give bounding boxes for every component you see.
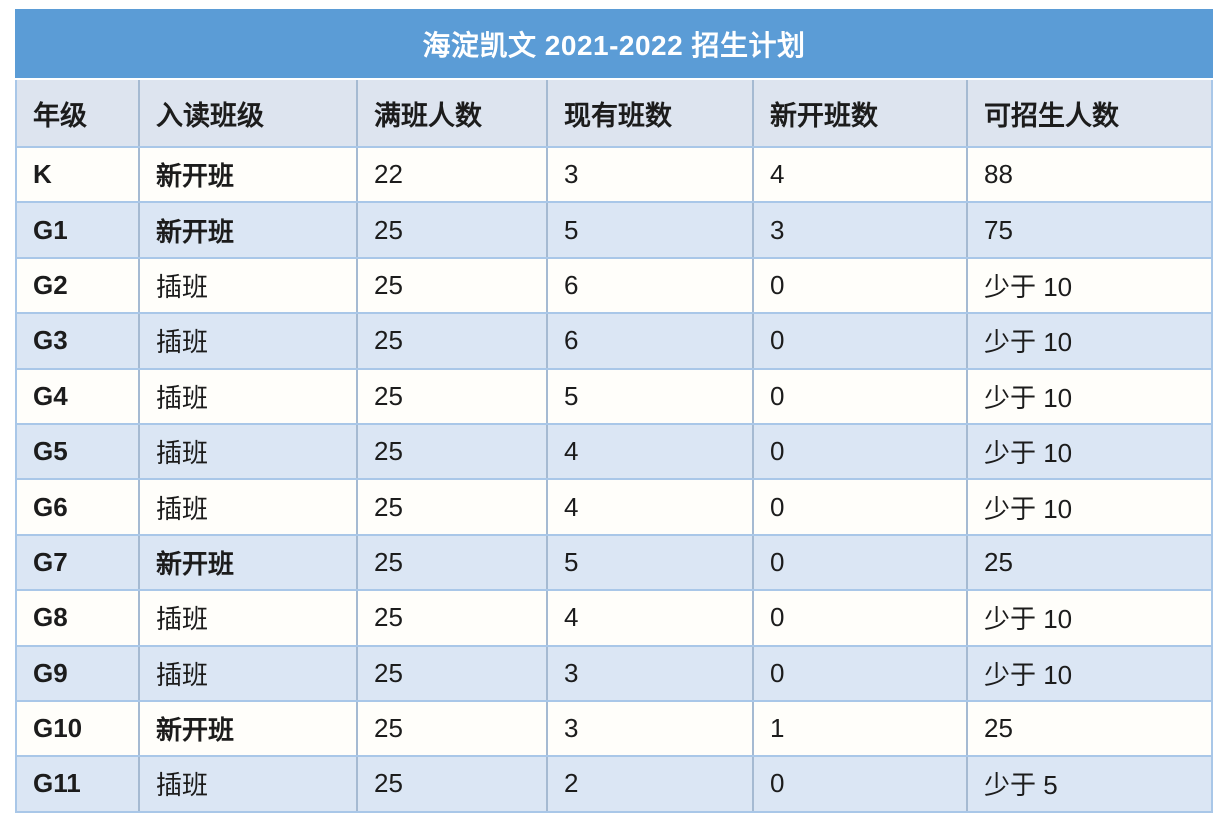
new-classes-cell: 0: [752, 757, 966, 811]
grade-cell: G6: [33, 491, 68, 522]
new-classes-cell: 0: [752, 480, 966, 534]
existing-classes-cell: 5: [546, 369, 752, 423]
existing-classes-cell: 3: [546, 148, 752, 202]
class-type-cell: 插班: [138, 314, 356, 368]
table-row: G11 插班 25 2 0 少于 5: [17, 755, 1211, 811]
table-row: G8 插班 25 4 0 少于 10: [17, 589, 1211, 645]
new-classes-cell: 0: [752, 535, 966, 590]
table-row: K 新开班 22 3 4 88: [17, 146, 1211, 202]
available-cell: 少于 10: [966, 258, 1211, 313]
enrollment-plan-table: 海淀凯文 2021-2022 招生计划 年级 入读班级 满班人数 现有班数 新开…: [15, 9, 1213, 813]
full-class-size-cell: 22: [356, 148, 546, 202]
full-class-size-cell: 25: [356, 424, 546, 479]
column-header-available: 可招生人数: [966, 80, 1211, 146]
class-type-cell: 插班: [138, 646, 356, 700]
available-cell: 少于 10: [966, 591, 1211, 645]
new-classes-cell: 0: [752, 424, 966, 479]
existing-classes-cell: 4: [546, 424, 752, 479]
grade-cell: G3: [33, 325, 68, 356]
grade-cell: G11: [33, 768, 81, 799]
full-class-size-cell: 25: [356, 646, 546, 700]
class-type-cell: 插班: [138, 424, 356, 479]
table-row: G7 新开班 25 5 0 25: [17, 533, 1211, 590]
table-row: G10 新开班 25 3 1 25: [17, 699, 1211, 756]
available-cell: 少于 10: [966, 314, 1211, 368]
existing-classes-cell: 4: [546, 480, 752, 534]
available-cell: 少于 10: [966, 369, 1211, 423]
grade-cell: G9: [33, 657, 68, 688]
available-cell: 25: [966, 701, 1211, 756]
table-row: G1 新开班 25 5 3 75: [17, 201, 1211, 257]
available-cell: 75: [966, 203, 1211, 257]
table-row: G4 插班 25 5 0 少于 10: [17, 367, 1211, 423]
full-class-size-cell: 25: [356, 757, 546, 811]
grade-cell: G1: [33, 214, 68, 245]
full-class-size-cell: 25: [356, 535, 546, 590]
table-body: K 新开班 22 3 4 88 G1 新开班 25 5 3 75 G2 插班 2…: [17, 146, 1211, 811]
full-class-size-cell: 25: [356, 480, 546, 534]
new-classes-cell: 0: [752, 369, 966, 423]
existing-classes-cell: 5: [546, 203, 752, 257]
available-cell: 25: [966, 535, 1211, 590]
table-row: G2 插班 25 6 0 少于 10: [17, 256, 1211, 313]
available-cell: 少于 10: [966, 480, 1211, 534]
table-row: G6 插班 25 4 0 少于 10: [17, 478, 1211, 534]
class-type-cell: 新开班: [138, 148, 356, 202]
full-class-size-cell: 25: [356, 701, 546, 756]
table-header-row: 年级 入读班级 满班人数 现有班数 新开班数 可招生人数: [17, 80, 1211, 146]
table-row: G9 插班 25 3 0 少于 10: [17, 644, 1211, 700]
new-classes-cell: 3: [752, 203, 966, 257]
existing-classes-cell: 5: [546, 535, 752, 590]
class-type-cell: 插班: [138, 480, 356, 534]
existing-classes-cell: 4: [546, 591, 752, 645]
full-class-size-cell: 25: [356, 203, 546, 257]
grade-cell: K: [33, 159, 52, 190]
existing-classes-cell: 3: [546, 701, 752, 756]
table-grid: 年级 入读班级 满班人数 现有班数 新开班数 可招生人数 K 新开班 22 3 …: [15, 80, 1213, 813]
new-classes-cell: 0: [752, 591, 966, 645]
new-classes-cell: 4: [752, 148, 966, 202]
column-header-class-type: 入读班级: [138, 80, 356, 146]
table-row: G3 插班 25 6 0 少于 10: [17, 312, 1211, 368]
table-title: 海淀凯文 2021-2022 招生计划: [15, 9, 1213, 78]
full-class-size-cell: 25: [356, 258, 546, 313]
existing-classes-cell: 2: [546, 757, 752, 811]
available-cell: 少于 10: [966, 424, 1211, 479]
available-cell: 少于 10: [966, 646, 1211, 700]
grade-cell: G4: [33, 380, 68, 411]
existing-classes-cell: 6: [546, 314, 752, 368]
class-type-cell: 插班: [138, 591, 356, 645]
column-header-full-class-size: 满班人数: [356, 80, 546, 146]
new-classes-cell: 0: [752, 258, 966, 313]
grade-cell: G8: [33, 602, 68, 633]
class-type-cell: 新开班: [138, 535, 356, 590]
table-row: G5 插班 25 4 0 少于 10: [17, 422, 1211, 479]
new-classes-cell: 1: [752, 701, 966, 756]
column-header-new-classes: 新开班数: [752, 80, 966, 146]
grade-cell: G7: [33, 546, 68, 577]
existing-classes-cell: 6: [546, 258, 752, 313]
existing-classes-cell: 3: [546, 646, 752, 700]
grade-cell: G5: [33, 436, 68, 467]
column-header-grade: 年级: [33, 100, 87, 131]
class-type-cell: 新开班: [138, 203, 356, 257]
class-type-cell: 插班: [138, 757, 356, 811]
class-type-cell: 新开班: [138, 701, 356, 756]
column-header-existing-classes: 现有班数: [546, 80, 752, 146]
full-class-size-cell: 25: [356, 591, 546, 645]
grade-cell: G2: [33, 269, 68, 300]
new-classes-cell: 0: [752, 646, 966, 700]
full-class-size-cell: 25: [356, 314, 546, 368]
new-classes-cell: 0: [752, 314, 966, 368]
available-cell: 少于 5: [966, 757, 1211, 811]
class-type-cell: 插班: [138, 369, 356, 423]
full-class-size-cell: 25: [356, 369, 546, 423]
class-type-cell: 插班: [138, 258, 356, 313]
available-cell: 88: [966, 148, 1211, 202]
grade-cell: G10: [33, 713, 83, 744]
